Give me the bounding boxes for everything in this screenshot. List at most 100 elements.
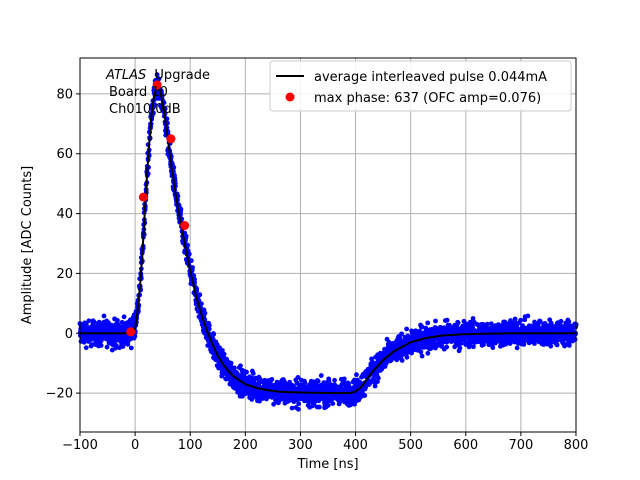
x-tick-label: −100 <box>62 438 98 453</box>
y-tick-label: 0 <box>65 327 73 342</box>
data-sample-point <box>457 345 463 351</box>
x-tick-label: 700 <box>508 438 533 453</box>
legend-entry-average-pulse: average interleaved pulse 0.044mA <box>314 70 547 85</box>
data-sample-point <box>444 317 450 323</box>
data-sample-point <box>419 324 425 330</box>
data-sample-point <box>484 321 490 327</box>
data-sample-point <box>471 344 476 350</box>
x-tick-label: 200 <box>233 438 258 453</box>
data-sample-point <box>532 341 537 346</box>
average-pulse-line <box>80 84 576 395</box>
max-phase-point <box>166 134 176 144</box>
data-sample-point <box>296 401 302 407</box>
data-sample-point <box>316 404 322 410</box>
data-sample-point <box>240 393 245 399</box>
atlas-label: ATLAS <box>105 68 146 83</box>
data-sample-point <box>455 320 461 326</box>
data-sample-point <box>554 342 560 348</box>
data-sample-point <box>128 345 134 351</box>
data-sample-point <box>548 343 554 349</box>
data-sample-point <box>512 316 518 322</box>
data-sample-point <box>121 314 127 320</box>
data-sample-point <box>154 72 160 77</box>
x-axis-label: Time [ns] <box>296 457 358 472</box>
x-tick-label: 300 <box>288 438 313 453</box>
data-sample-point <box>185 242 190 248</box>
channel-label: Ch010 0dB <box>109 102 181 117</box>
y-axis-label: Amplitude [ADC Counts] <box>20 166 35 324</box>
y-tick-label: 40 <box>56 207 73 222</box>
plot-frame <box>79 57 577 433</box>
data-sample-point <box>354 372 359 378</box>
y-axis-ticks: −20 0 20 40 60 80 <box>46 87 80 402</box>
legend-entry-max-phase: max phase: 637 (OFC amp=0.076) <box>314 91 541 106</box>
data-sample-point <box>271 401 277 407</box>
data-sample-point <box>221 351 227 357</box>
data-sample-point <box>318 373 324 378</box>
data-sample-point <box>289 405 295 411</box>
x-tick-label: 600 <box>453 438 478 453</box>
data-sample-point <box>404 354 410 360</box>
data-sample-point <box>188 258 194 264</box>
data-sample-point <box>518 317 524 323</box>
data-sample-point <box>425 350 431 356</box>
max-phase-point <box>126 327 136 337</box>
data-sample-point <box>490 345 496 350</box>
data-sample-point <box>183 233 189 239</box>
data-sample-point <box>302 380 308 386</box>
data-sample-point <box>295 406 301 412</box>
y-tick-label: 20 <box>56 267 73 282</box>
data-sample-point <box>315 378 321 384</box>
data-sample-point <box>330 401 336 406</box>
data-sample-point <box>211 331 217 337</box>
data-sample-point <box>521 342 527 347</box>
data-sample-point <box>104 344 110 350</box>
data-sample-point <box>537 318 543 324</box>
data-sample-point <box>444 344 450 350</box>
legend: average interleaved pulse 0.044mA max ph… <box>269 60 572 112</box>
average-pulse-line-group <box>80 84 576 395</box>
y-tick-label: 80 <box>56 87 73 102</box>
data-sample-point <box>566 343 572 348</box>
data-sample-point <box>433 318 438 324</box>
data-sample-point <box>206 326 212 332</box>
data-sample-point <box>399 358 405 363</box>
data-sample-point <box>418 349 424 355</box>
data-sample-point <box>190 265 195 270</box>
max-phase-point <box>180 221 190 231</box>
x-tick-label: 400 <box>343 438 368 453</box>
max-phase-point <box>138 192 148 202</box>
x-tick-label: 100 <box>178 438 203 453</box>
atlas-annotation: ATLAS Upgrade Board 10 Ch010 0dB <box>105 68 210 117</box>
x-tick-label: 500 <box>398 438 423 453</box>
data-sample-point <box>458 340 464 346</box>
data-sample-point <box>98 343 104 348</box>
data-sample-point <box>269 377 275 382</box>
board-label: Board 10 <box>109 85 168 100</box>
svg-text:ATLAS Upgrade: ATLAS Upgrade <box>105 68 210 83</box>
data-sample-point <box>566 319 572 325</box>
data-sample-point <box>231 365 237 371</box>
data-sample-point <box>470 316 476 321</box>
data-sample-point <box>357 380 363 385</box>
legend-red-marker <box>285 92 295 102</box>
y-tick-label: −20 <box>46 387 73 402</box>
data-sample-point <box>156 76 162 82</box>
data-sample-point <box>325 402 331 408</box>
data-sample-point <box>83 322 89 328</box>
data-sample-point <box>228 360 234 366</box>
data-sample-point <box>206 323 212 328</box>
data-sample-point <box>447 322 452 328</box>
data-sample-point <box>202 310 208 316</box>
y-tick-label: 60 <box>56 147 73 162</box>
data-sample-point <box>363 385 368 390</box>
upgrade-label: Upgrade <box>154 68 210 83</box>
data-sample-point <box>244 369 249 375</box>
data-sample-point <box>199 301 204 307</box>
data-sample-point <box>83 345 89 351</box>
data-sample-point <box>362 393 368 398</box>
data-sample-point <box>375 375 381 381</box>
data-sample-point <box>86 318 92 324</box>
data-sample-point <box>399 331 405 337</box>
